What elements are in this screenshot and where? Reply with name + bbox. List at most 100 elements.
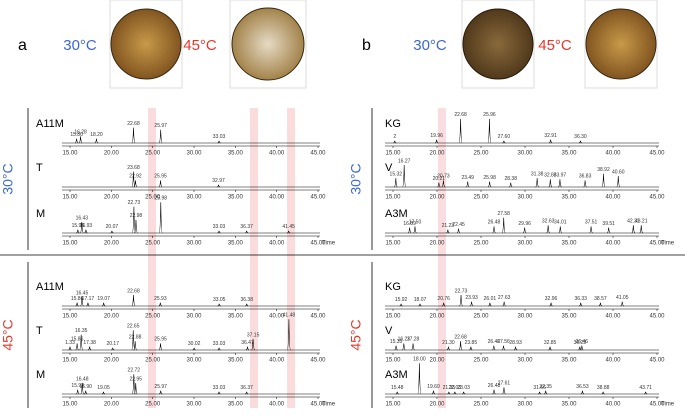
temperature-label: 30°C <box>413 37 447 54</box>
condition-label: 30°C <box>348 163 364 194</box>
x-tick-label: 25.00 <box>145 402 161 408</box>
peak <box>492 226 496 234</box>
axis-label: Time <box>322 402 336 408</box>
x-tick-label: 40.00 <box>605 314 621 320</box>
peak-label: 22.65 <box>127 324 140 330</box>
peak-label: 30.02 <box>188 341 201 347</box>
peak <box>487 181 492 188</box>
peak <box>101 302 106 307</box>
peak <box>217 140 221 144</box>
x-tick-label: 45.00 <box>649 314 665 320</box>
peak-label: 20.21 <box>433 176 446 182</box>
trace-name: KG <box>385 118 401 130</box>
peak-label: 41.05 <box>616 295 629 301</box>
peak <box>548 179 553 188</box>
peak-label: 40.60 <box>612 169 625 175</box>
peak-label: 36.83 <box>579 174 592 180</box>
peak-label: 19.05 <box>97 385 110 391</box>
peak-label: 22.95 <box>129 376 142 382</box>
peak-label: 31.38 <box>531 172 544 178</box>
plate <box>110 8 182 80</box>
peak-label: 27.56 <box>497 339 510 345</box>
peak-label: 18.07 <box>414 297 427 303</box>
x-tick-label: 15.00 <box>385 402 401 408</box>
x-tick-label: 15.00 <box>385 314 401 320</box>
peak-label: 15.80 <box>70 132 83 138</box>
x-tick-label: 20.00 <box>104 241 120 247</box>
x-tick-label: 35.00 <box>561 314 577 320</box>
peak <box>158 180 163 188</box>
x-tick-label: 30.00 <box>186 314 202 320</box>
peak-label: 33.97 <box>554 173 567 179</box>
plate-photos <box>109 0 658 89</box>
x-tick-label: 30.00 <box>186 195 202 201</box>
peak-label: 22.73 <box>128 200 141 206</box>
peak <box>80 221 84 234</box>
peak-label: 16.35 <box>75 328 88 334</box>
peak-label: 21.23 <box>442 223 455 229</box>
peak <box>548 139 553 144</box>
x-tick-label: 30.00 <box>517 151 533 157</box>
peak <box>501 217 506 234</box>
x-tick-label: 30.00 <box>517 195 533 201</box>
x-tick-label: 20.00 <box>429 358 445 364</box>
x-tick-label: 40.00 <box>605 151 621 157</box>
x-tick-label: 25.00 <box>145 195 161 201</box>
peak-label: 43.21 <box>635 219 648 225</box>
peak-label: 36.33 <box>574 296 587 302</box>
peak-label: 32.91 <box>544 133 557 139</box>
peak-label: 36.37 <box>240 385 253 391</box>
x-tick-label: 35.00 <box>228 151 244 157</box>
x-tick-label: 25.00 <box>473 314 489 320</box>
band <box>148 108 156 408</box>
peak <box>192 347 196 351</box>
x-tick-label: 35.00 <box>561 151 577 157</box>
peak-label: 18.00 <box>413 357 426 363</box>
peak-label: 16.28 <box>74 130 87 136</box>
peak-label: 15.86 <box>71 296 84 302</box>
x-tick-label: 45.00 <box>649 195 665 201</box>
peak <box>580 390 585 395</box>
peak-label: 17.17 <box>82 296 95 302</box>
peak-label: 23.68 <box>127 165 140 171</box>
peak <box>458 341 463 351</box>
peak-label: 16.48 <box>76 376 89 382</box>
peak-label: 33.05 <box>213 297 226 303</box>
peak <box>111 347 115 351</box>
peak-label: 15.32 <box>390 172 403 178</box>
peak <box>639 225 643 234</box>
peak-label: 33.03 <box>213 224 226 230</box>
peak <box>487 118 492 144</box>
peak <box>76 389 80 395</box>
peak-label: 20.73 <box>437 174 450 180</box>
peak-label: 19.60 <box>427 384 440 390</box>
x-tick-label: 15.00 <box>385 241 401 247</box>
peak <box>394 345 398 351</box>
peak <box>251 338 255 351</box>
peak <box>287 319 291 351</box>
peak <box>501 345 506 351</box>
peak <box>88 346 92 351</box>
peak-label: 22.03 <box>449 385 462 391</box>
peak <box>134 219 138 234</box>
x-tick-label: 40.00 <box>605 358 621 364</box>
x-tick-label: 15.00 <box>62 195 78 201</box>
peak <box>620 301 624 307</box>
peak <box>583 180 587 188</box>
peak <box>578 140 583 144</box>
peak <box>466 181 470 188</box>
peak-label: 32.97 <box>212 178 225 184</box>
peak-label: 43.71 <box>639 385 652 391</box>
x-tick-label: 30.00 <box>517 314 533 320</box>
temperature-label: 45°C <box>538 37 572 54</box>
peak-label: 22.68 <box>454 335 467 341</box>
x-tick-label: 40.00 <box>269 151 285 157</box>
x-tick-label: 30.00 <box>517 402 533 408</box>
peak-label: 19.07 <box>97 296 110 302</box>
condition-label: 45°C <box>348 319 364 350</box>
peak <box>80 382 84 395</box>
peak <box>245 346 250 351</box>
peak <box>158 202 163 234</box>
peak <box>68 346 72 351</box>
